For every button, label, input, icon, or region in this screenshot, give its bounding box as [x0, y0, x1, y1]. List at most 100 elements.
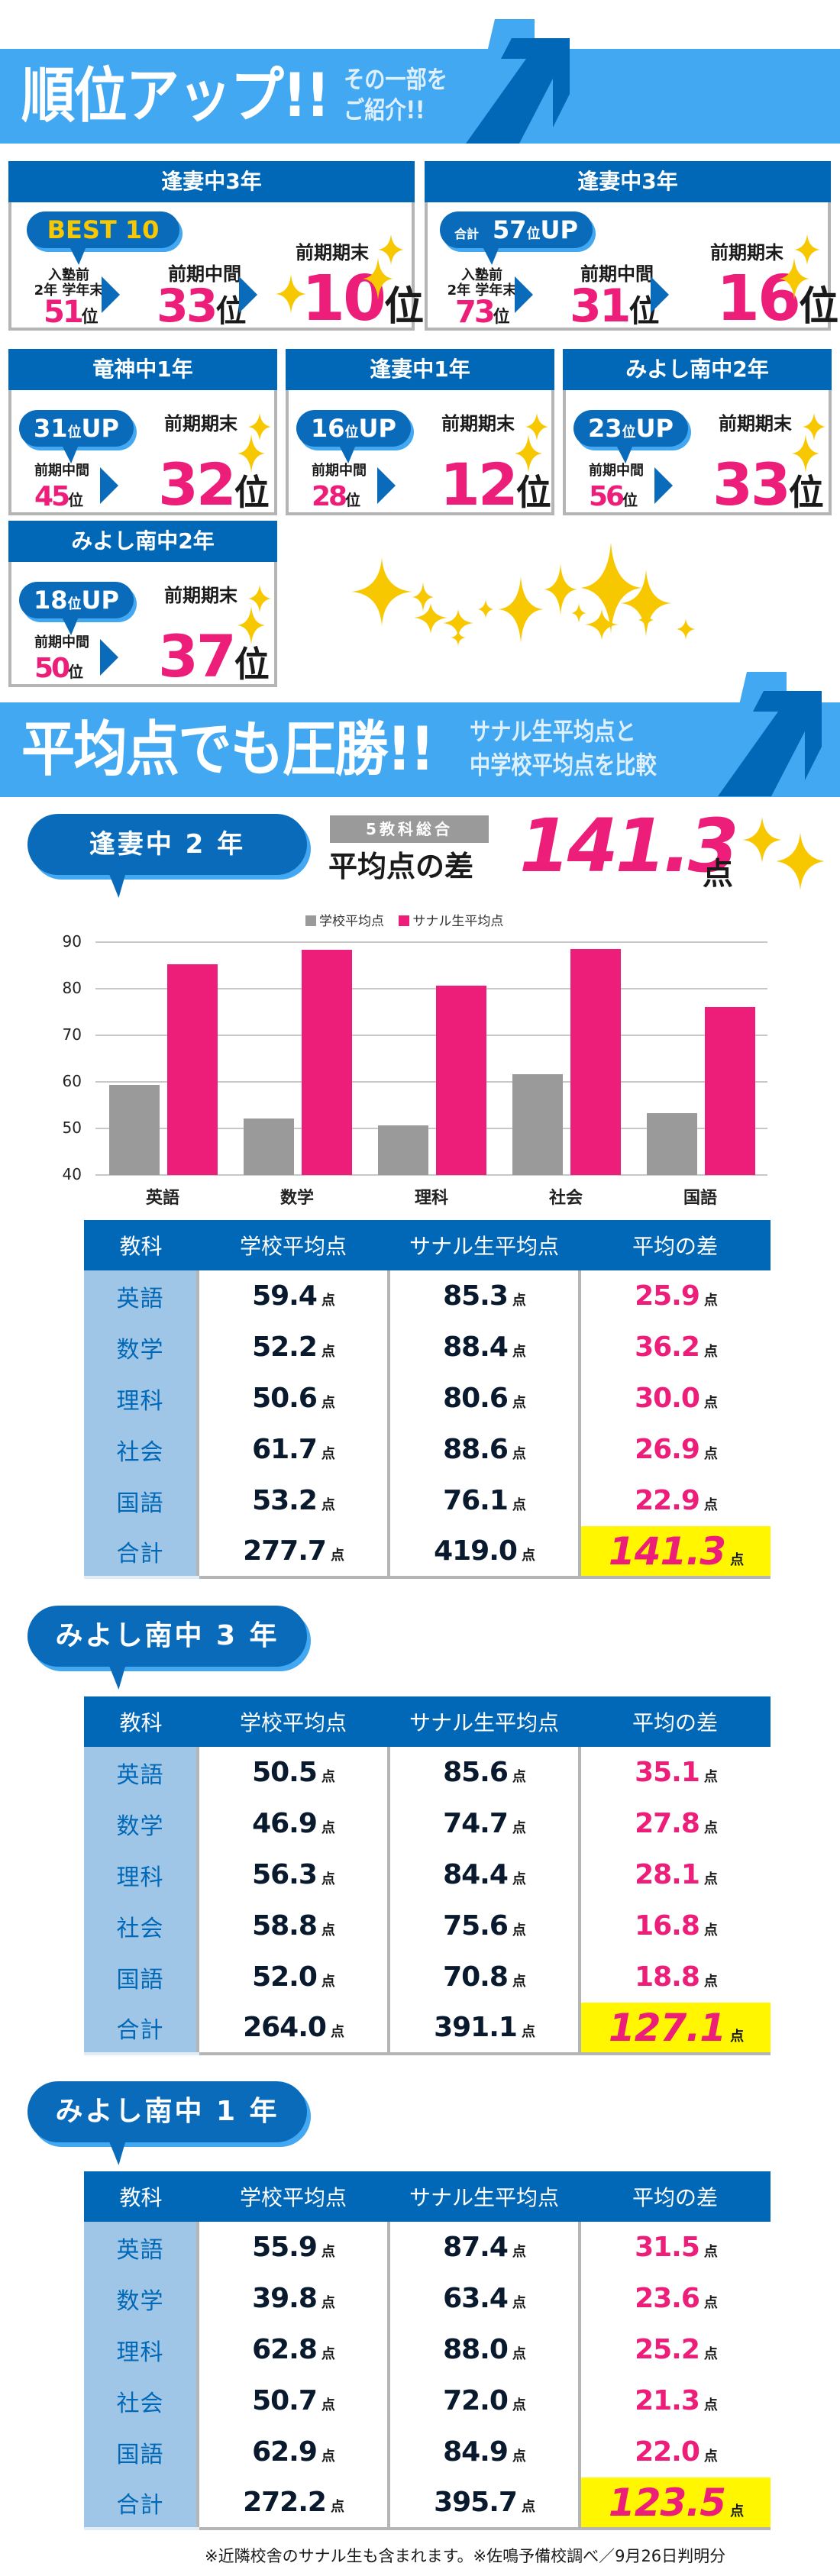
subject-cell: 合計: [84, 2003, 198, 2055]
school-avg-cell: 264.0 点: [196, 2003, 389, 2055]
table-row: 理科 56.3 点 84.4 点 28.1 点: [84, 1849, 771, 1900]
col-header-sanaru-avg: サナル生平均点: [389, 2171, 580, 2222]
unit-label: 点: [330, 2499, 344, 2515]
unit-label: 点: [703, 1344, 718, 1360]
table-row: 英語 50.5 点 85.6 点 35.1 点: [84, 1747, 771, 1798]
arrow-right-icon: [515, 276, 533, 313]
unit-label: 点: [512, 1769, 526, 1785]
subject-cell: 合計: [84, 2478, 198, 2530]
diff-cell: 22.9 点: [578, 1475, 771, 1526]
diff-cell: 36.2 点: [578, 1322, 771, 1373]
y-tick: 70: [62, 1025, 82, 1044]
school-avg-cell: 58.8 点: [196, 1900, 389, 1951]
unit-label: 点: [321, 1922, 335, 1938]
unit-label: 点: [512, 2295, 526, 2311]
sanaru-avg-cell: 391.1 点: [387, 2003, 580, 2055]
legend-swatch-gray: [305, 915, 316, 926]
sanaru-avg-cell: 74.7 点: [387, 1798, 580, 1849]
col-header-sanaru-avg: サナル生平均点: [389, 1220, 580, 1270]
unit-label: 点: [321, 2397, 335, 2413]
chart-bars: 英語 数学 理科 社会 国語: [95, 941, 767, 1208]
unit-label: 点: [512, 2244, 526, 2260]
rank-up-badge: 31位UP: [19, 410, 134, 447]
final-label: 前期期末: [164, 585, 237, 606]
average-banner: 平均点でも圧勝!! サナル生平均点と 中学校平均点を比較: [0, 702, 840, 797]
bar-school-avg: [378, 1125, 428, 1175]
sparkle-icon: [248, 413, 271, 441]
subject-cell: 数学: [84, 2273, 198, 2324]
unit-label: 点: [703, 2295, 718, 2311]
diff-cell: 123.5 点: [578, 2478, 771, 2530]
subject-cell: 国語: [84, 2426, 198, 2478]
mid-label: 前期中間: [34, 634, 89, 650]
up-arrow-icon: [703, 672, 832, 798]
col-header-diff: 平均の差: [580, 1696, 771, 1747]
unit-label: 点: [703, 1395, 718, 1411]
unit-label: 点: [703, 2244, 718, 2260]
table-row: 社会 50.7 点 72.0 点 21.3 点: [84, 2375, 771, 2426]
best10-badge: BEST 10: [27, 211, 179, 248]
arrow-right-icon: [102, 276, 120, 313]
gridline: [95, 1035, 767, 1036]
subject-cell: 英語: [84, 1270, 198, 1322]
sparkle-icon: [779, 257, 809, 300]
sparkle-icon: [237, 606, 265, 644]
bar-school-avg: [109, 1084, 160, 1175]
arrow-right-icon: [654, 467, 673, 504]
subject-cell: 理科: [84, 1373, 198, 1424]
rank-card-miyoshi-minami-2b: みよし南中2年 18位UP 前期中間 50位 前期期末 37位: [8, 521, 277, 687]
sanaru-avg-cell: 88.4 点: [387, 1322, 580, 1373]
unit-label: 点: [703, 1293, 718, 1309]
sanaru-avg-cell: 87.4 点: [387, 2222, 580, 2273]
sanaru-avg-cell: 84.4 点: [387, 1849, 580, 1900]
chart-plot-area: 90 80 70 60 50 40 英語 数学 理科 社会 国語: [63, 932, 767, 1208]
unit-label: 点: [330, 1548, 344, 1564]
school-avg-cell: 52.0 点: [196, 1951, 389, 2003]
table-row: 社会 61.7 点 88.6 点 26.9 点: [84, 1424, 771, 1475]
school-avg-cell: 62.8 点: [196, 2324, 389, 2375]
school-avg-cell: 50.6 点: [196, 1373, 389, 1424]
x-tick-label: 国語: [683, 1189, 717, 1208]
chart-group: 数学: [230, 941, 364, 1208]
school-avg-cell: 56.3 点: [196, 1849, 389, 1900]
rank-up-title: 順位アップ!!: [21, 62, 330, 131]
arrow-right-icon: [100, 467, 118, 504]
mid-rank: 56位: [589, 481, 638, 512]
unit-label: 点: [512, 1871, 526, 1887]
diff-cell: 35.1 点: [578, 1747, 771, 1798]
final-label: 前期期末: [441, 413, 515, 434]
final-label: 前期期末: [164, 413, 237, 434]
unit-label: 点: [512, 1344, 526, 1360]
school-avg-cell: 52.2 点: [196, 1322, 389, 1373]
unit-label: 点: [703, 2346, 718, 2362]
col-header-subject: 教科: [84, 2171, 198, 2222]
rank-up-banner: 順位アップ!! その一部を ご紹介!!: [0, 49, 840, 144]
diff-cell: 23.6 点: [578, 2273, 771, 2324]
unit-label: 点: [703, 1922, 718, 1938]
school-label-miyoshi-minami-1: みよし南中 1 年: [27, 2081, 307, 2142]
rank-card-aizuma-3-best: 逢妻中3年 BEST 10 入塾前 2年 学年末 51位 前期中間 33位 前期…: [8, 161, 424, 331]
subject-cell: 理科: [84, 1849, 198, 1900]
table-row: 国語 53.2 点 76.1 点 22.9 点: [84, 1475, 771, 1526]
unit-label: 点: [703, 1497, 718, 1513]
unit-label: 点: [321, 2346, 335, 2362]
unit-label: 点: [330, 2024, 344, 2040]
unit-label: 点: [512, 1820, 526, 1836]
unit-label: 点: [512, 1395, 526, 1411]
sanaru-avg-cell: 84.9 点: [387, 2426, 580, 2478]
unit-label: 点: [512, 2346, 526, 2362]
col-header-diff: 平均の差: [580, 2171, 771, 2222]
col-header-school-avg: 学校平均点: [198, 2171, 389, 2222]
before-label-1: 入塾前: [461, 267, 502, 283]
sparkle-icon: [525, 413, 548, 441]
col-header-school-avg: 学校平均点: [198, 1696, 389, 1747]
mid-rank: 45位: [34, 481, 84, 512]
school-label-miyoshi-minami-3: みよし南中 3 年: [27, 1606, 307, 1667]
unit-label: 点: [703, 1769, 718, 1785]
x-tick-label: 社会: [548, 1189, 583, 1208]
before-rank: 51位: [44, 295, 99, 330]
sparkle-icon: [378, 234, 404, 265]
chart-legend: 学校平均点 サナル生平均点: [305, 910, 514, 929]
chart-group: 社会: [499, 941, 633, 1208]
sanaru-avg-cell: 85.6 点: [387, 1747, 580, 1798]
